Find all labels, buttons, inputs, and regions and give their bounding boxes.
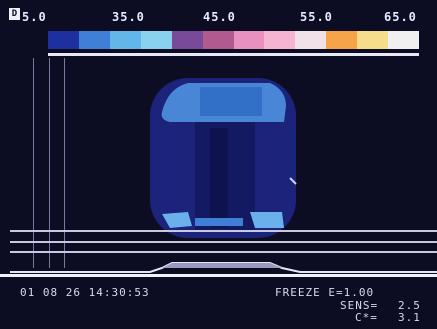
scale-swatch bbox=[326, 31, 358, 49]
hot-region-top-center bbox=[200, 87, 262, 116]
hot-region-bottom-mid bbox=[195, 218, 243, 226]
scale-underline bbox=[48, 53, 419, 56]
grid-line-left-1 bbox=[33, 58, 34, 268]
scale-swatch bbox=[202, 31, 234, 49]
scale-swatch bbox=[48, 31, 79, 49]
cool-region-stem bbox=[210, 128, 228, 228]
mode-badge: D bbox=[9, 8, 20, 20]
scan-line-2 bbox=[10, 241, 437, 243]
scale-swatch bbox=[388, 31, 420, 49]
profile-fill bbox=[162, 263, 282, 268]
grid-line-left-3 bbox=[64, 58, 65, 268]
cursor-mark bbox=[289, 177, 297, 185]
scale-swatch bbox=[357, 31, 389, 49]
temperature-color-scale bbox=[48, 31, 420, 49]
scale-tick-3: 45.0 bbox=[203, 10, 236, 24]
grid-line-left-2 bbox=[49, 58, 50, 268]
freeze-readout: FREEZE E=1.00 bbox=[275, 286, 375, 299]
ct-value: 3.1 bbox=[398, 311, 421, 324]
scale-tick-2: 35.0 bbox=[112, 10, 145, 24]
hot-region-bottom-left bbox=[162, 212, 192, 228]
sens-value: 2.5 bbox=[398, 299, 421, 312]
baseline bbox=[0, 274, 437, 277]
sens-label: SENS= bbox=[340, 299, 379, 312]
scale-swatch bbox=[264, 31, 296, 49]
scale-swatch bbox=[295, 31, 327, 49]
scale-swatch bbox=[109, 31, 141, 49]
ct-label: C*= bbox=[355, 311, 378, 324]
scan-line-1 bbox=[10, 230, 437, 232]
scale-tick-5: 65.0 bbox=[384, 10, 417, 24]
hot-region-bottom-right bbox=[250, 212, 284, 228]
scale-tick-1: 5.0 bbox=[22, 10, 47, 24]
scan-line-3 bbox=[10, 251, 437, 253]
timestamp: 01 08 26 14:30:53 bbox=[20, 286, 150, 299]
scale-swatch bbox=[140, 31, 172, 49]
scale-swatch bbox=[171, 31, 203, 49]
scale-swatch bbox=[233, 31, 265, 49]
scale-swatch bbox=[78, 31, 110, 49]
scale-tick-4: 55.0 bbox=[300, 10, 333, 24]
